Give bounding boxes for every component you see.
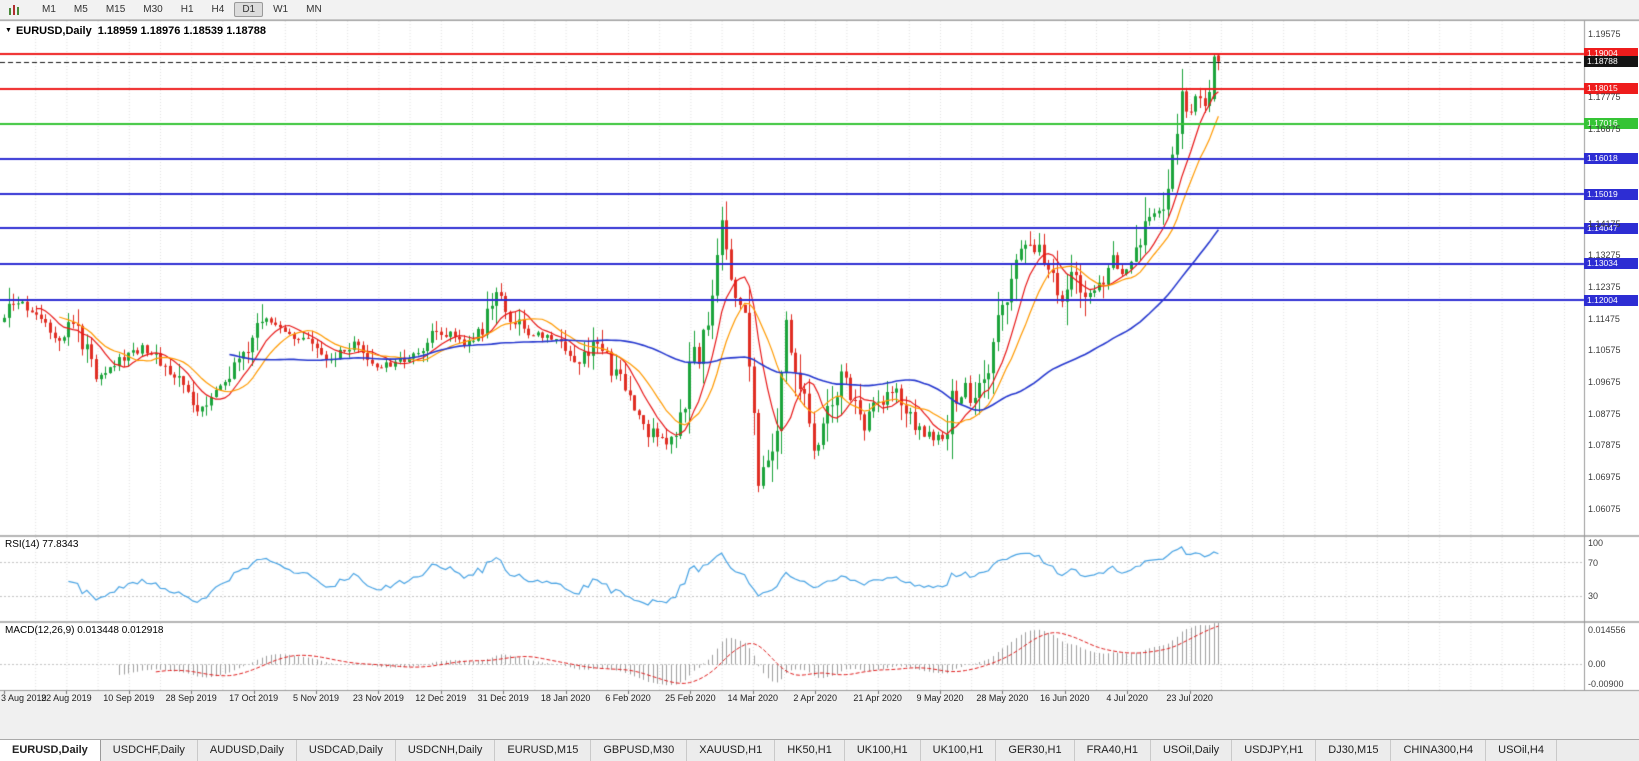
rsi-axis-label: 70 [1588,557,1599,568]
time-axis-label: 12 Dec 2019 [415,693,467,703]
chart-tab-xauusd-h1-7[interactable]: XAUUSD,H1 [687,740,776,761]
chart-periods-icon[interactable] [6,3,24,17]
time-axis-label: 25 Feb 2020 [665,693,716,703]
chart-title-symbol: EURUSD,Daily [15,25,92,37]
chart-tab-dj30-m15-15[interactable]: DJ30,M15 [1316,740,1392,761]
time-axis-label: 16 Jun 2020 [1040,693,1090,703]
price-axis-label: 1.09675 [1588,377,1621,388]
chart-tab-usoil-daily-13[interactable]: USOil,Daily [1150,740,1233,761]
price-axis-label: 1.10575 [1588,345,1621,356]
price-level-badge-1.14047: 1.14047 [1584,222,1638,234]
time-axis-label: 28 May 2020 [976,693,1029,703]
rsi-axis-label: 100 [1588,538,1604,548]
price-axis[interactable]: 1.19004 1.18015 1.17016 1.16018 1.15019 1.140… [1584,0,1639,706]
chart-tab-fra40-h1-12[interactable]: FRA40,H1 [1074,740,1151,761]
price-axis-label: 1.07875 [1588,440,1621,451]
time-axis-label: 17 Oct 2019 [229,693,279,703]
current-price-badge: 1.18788 [1584,56,1638,68]
timeframe-button-h4[interactable]: H4 [211,4,225,15]
chart-tab-usdcnh-daily-4[interactable]: USDCNH,Daily [395,740,496,761]
macd-axis-label: 0.00 [1588,659,1606,670]
time-axis-label: 18 Jan 2020 [540,693,591,703]
time-axis-label: 23 Nov 2019 [352,693,404,703]
chart-tab-eurusd-daily-0[interactable]: EURUSD,Daily [0,740,101,761]
rsi-indicator-label: RSI(14) 77.8343 [5,539,79,550]
chart-tab-gbpusd-m30-6[interactable]: GBPUSD,M30 [591,740,688,761]
time-axis-label: 9 May 2020 [916,693,964,703]
chart-tab-uk100-h1-9[interactable]: UK100,H1 [844,740,921,761]
price-axis-label: 1.17775 [1588,92,1621,103]
price-level-badge-1.17016: 1.17016 [1584,118,1638,130]
chart-tab-usdcad-daily-3[interactable]: USDCAD,Daily [296,740,396,761]
price-axis-label: 1.14175 [1588,218,1621,229]
price-level-badge-1.19004: 1.19004 [1584,48,1638,60]
price-axis-label: 1.11475 [1588,313,1620,324]
timeframe-button-m5[interactable]: M5 [73,4,88,15]
symbol-dropdown-icon[interactable]: ▼ [5,27,12,34]
chart-tab-eurusd-m15-5[interactable]: EURUSD,M15 [495,740,592,761]
timeframe-button-m15[interactable]: M15 [105,4,126,15]
time-axis-label: 4 Jul 2020 [1106,693,1148,703]
chart-title-ohlc: 1.18959 1.18976 1.18539 1.18788 [97,25,266,37]
price-level-badge-1.13034: 1.13034 [1584,258,1638,270]
price-level-badge-1.12004: 1.12004 [1584,294,1638,306]
price-axis-label: 1.08775 [1588,408,1621,419]
time-axis-label: 2 Apr 2020 [793,693,837,703]
chart-tab-hk50-h1-8[interactable]: HK50,H1 [775,740,845,761]
price-axis-label: 1.16875 [1588,123,1621,134]
price-level-badge-1.18015: 1.18015 [1584,83,1638,95]
chart-tab-china300-h4-16[interactable]: CHINA300,H4 [1391,740,1487,761]
time-axis-label: 14 Mar 2020 [727,693,779,703]
time-axis-label: 3 Aug 2019 [1,693,47,703]
chart-tab-usdjpy-h1-14[interactable]: USDJPY,H1 [1232,740,1317,761]
price-axis-label: 1.12375 [1588,282,1621,293]
chart-tab-audusd-daily-2[interactable]: AUDUSD,Daily [197,740,297,761]
chart-tab-uk100-h1-10[interactable]: UK100,H1 [920,740,997,761]
chart-tab-ger30-h1-11[interactable]: GER30,H1 [996,740,1075,761]
timeframe-button-m1[interactable]: M1 [42,4,56,15]
timeframe-toolbar: M1 M5 M15 M30 H1 H4 D1 W1 MN [0,0,1639,20]
timeframe-button-mn[interactable]: MN [306,4,322,15]
price-level-badge-1.15019: 1.15019 [1584,188,1638,200]
macd-axis-label: 0.014556 [1588,625,1626,635]
time-axis-label: 21 Apr 2020 [853,693,902,703]
macd-axis-label: -0.00900 [1588,679,1624,689]
chart-title: ▼ EURUSD,Daily 1.18959 1.18976 1.18539 1.1… [5,25,266,37]
time-axis-label: 6 Feb 2020 [605,693,651,703]
timeframe-button-w1[interactable]: W1 [273,4,289,15]
timeframe-button-m30[interactable]: M30 [143,4,163,15]
time-axis-label: 10 Sep 2019 [103,693,155,703]
time-axis-label: 28 Sep 2019 [165,693,217,703]
timeframe-button-d1[interactable]: D1 [234,2,264,17]
rsi-axis-label: 30 [1588,591,1599,602]
price-axis-label: 1.19575 [1588,28,1621,39]
price-axis-label: 1.06975 [1588,472,1621,483]
time-axis-label: 23 Jul 2020 [1166,693,1213,703]
price-axis-label: 1.06075 [1588,503,1621,514]
price-level-badge-1.16018: 1.16018 [1584,153,1638,165]
macd-indicator-label: MACD(12,26,9) 0.013448 0.012918 [5,625,164,636]
time-axis-label: 22 Aug 2019 [41,693,92,703]
time-axis-label: 31 Dec 2019 [477,693,529,703]
time-axis[interactable]: 3 Aug 2019 22 Aug 2019 10 Sep 2019 28 Sep 2… [0,691,1639,706]
timeframe-buttons-group: M1 M5 M15 M30 H1 H4 D1 W1 MN [34,2,332,17]
chart-tab-usdchf-daily-1[interactable]: USDCHF,Daily [100,740,198,761]
time-axis-label: 5 Nov 2019 [292,693,340,703]
chart-tab-usoil-h4-17[interactable]: USOil,H4 [1486,740,1557,761]
price-axis-label: 1.13275 [1588,250,1621,261]
chart-tabs-bar: EURUSD,Daily USDCHF,Daily AUDUSD,Daily USDC… [0,739,1639,761]
timeframe-button-h1[interactable]: H1 [180,4,194,15]
